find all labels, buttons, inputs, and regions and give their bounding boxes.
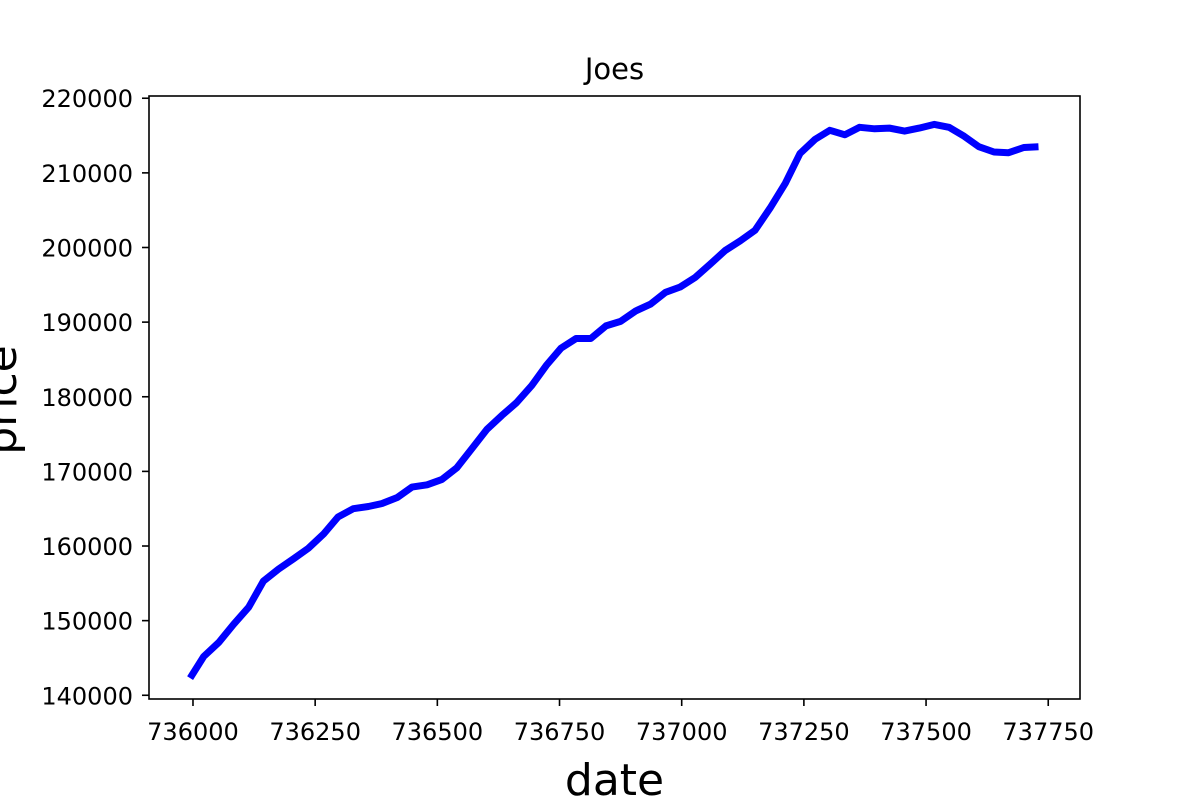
y-tick-label: 210000 bbox=[41, 160, 133, 188]
x-axis-ticks: 736000 736250 736500 736750 737000 737250 7375… bbox=[147, 699, 1094, 746]
chart-title: Joes bbox=[583, 52, 644, 86]
y-tick-label: 170000 bbox=[41, 458, 133, 486]
x-tick-label: 736500 bbox=[392, 718, 484, 746]
series-line-0 bbox=[187, 120, 1039, 680]
series-layer bbox=[187, 120, 1039, 680]
x-axis-label: date bbox=[565, 755, 664, 800]
x-tick-label: 737750 bbox=[1002, 718, 1094, 746]
y-tick-label: 200000 bbox=[41, 234, 133, 262]
x-tick-label: 736250 bbox=[269, 718, 361, 746]
y-axis-ticks: 140000 150000 160000 170000 180000 190000 2000… bbox=[41, 85, 149, 710]
y-tick-label: 150000 bbox=[41, 608, 133, 636]
plot-frame bbox=[148, 95, 1081, 700]
x-tick-label: 737250 bbox=[758, 718, 850, 746]
y-tick-label: 180000 bbox=[41, 384, 133, 412]
y-tick-label: 220000 bbox=[41, 85, 133, 113]
x-tick-label: 736000 bbox=[147, 718, 239, 746]
x-tick-label: 737000 bbox=[636, 718, 728, 746]
y-tick-label: 190000 bbox=[41, 309, 133, 337]
y-axis-label: price bbox=[0, 345, 27, 455]
x-tick-label: 737500 bbox=[880, 718, 972, 746]
y-tick-label: 160000 bbox=[41, 533, 133, 561]
y-tick-label: 140000 bbox=[41, 682, 133, 710]
x-tick-label: 736750 bbox=[514, 718, 606, 746]
